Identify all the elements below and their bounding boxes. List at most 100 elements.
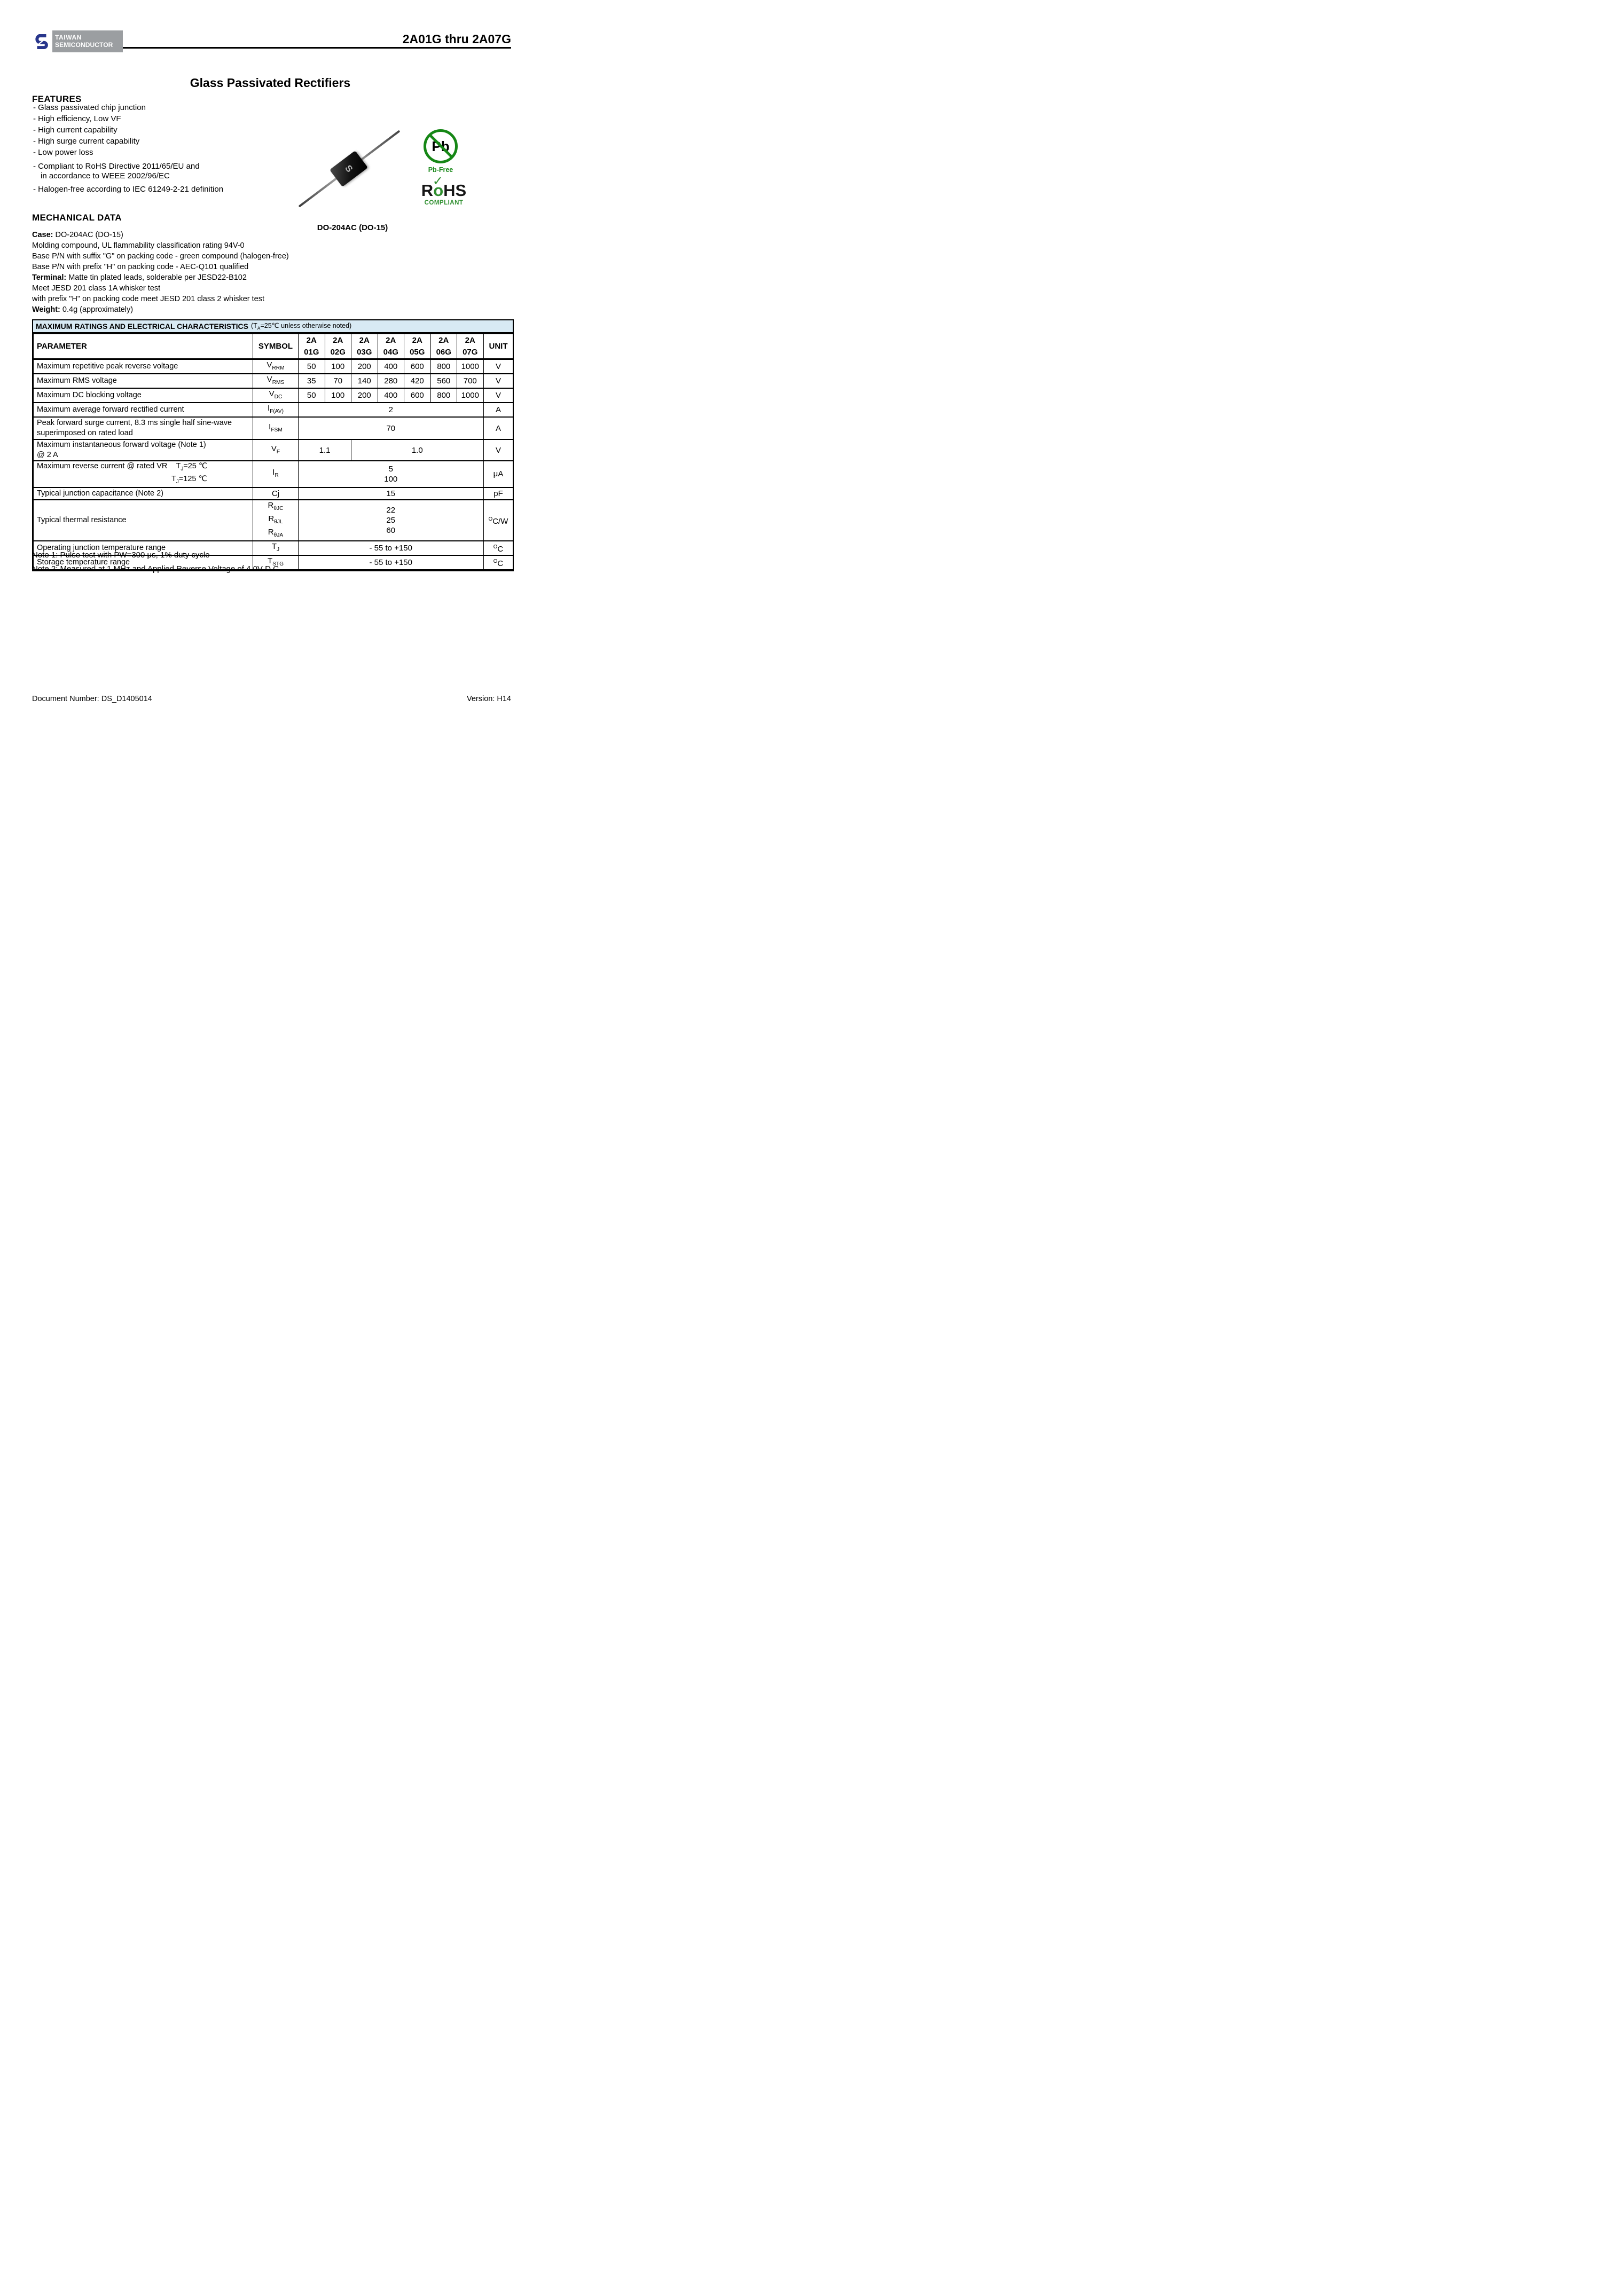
table-row: Maximum DC blocking voltage VDC 50 100 200 40… (33, 388, 514, 403)
param-cell: Operating junction temperature range (33, 540, 253, 556)
table-row: Maximum instantaneous forward voltage (N… (33, 439, 514, 461)
unit-cell: A (483, 402, 514, 418)
col-header-product: 2A 01G (298, 334, 325, 359)
value-cell: 200 (351, 359, 378, 374)
param-line: Maximum repetitive peak reverse voltage (37, 362, 178, 371)
feature-item: - Compliant to RoHS Directive 2011/65/EU… (33, 162, 200, 171)
diode-body: S (330, 150, 368, 187)
symbol-cell: IF(AV) (253, 402, 299, 418)
param-line: Peak forward surge current, 8.3 ms singl… (37, 419, 232, 427)
col-header-unit: UNIT (483, 334, 514, 359)
unit-cell: V (483, 388, 514, 403)
param-cell: Typical junction capacitance (Note 2) (33, 487, 253, 500)
unit-cell: pF (483, 487, 514, 500)
table-row: Maximum RMS voltage VRMS 35 70 140 280 420 560 7… (33, 373, 514, 389)
value-cell: 600 (404, 388, 431, 403)
param-cell: Maximum average forward rectified curren… (33, 402, 253, 418)
param-line: @ 2 A (37, 451, 58, 459)
mech-line-label: Case: (32, 231, 53, 239)
value-cell: 1.0 (351, 439, 484, 461)
col-header-product: 2A 03G (351, 334, 378, 359)
unit-cell: V (483, 373, 514, 389)
rohs-o: o (433, 181, 444, 200)
feature-item: in accordance to WEEE 2002/96/EC (41, 171, 170, 180)
note-line: Note 1: Pulse test with PW=300 μs, 1% du… (32, 551, 210, 560)
param-line: TJ=125 ℃ (171, 474, 207, 485)
symbol-cell: TJ (253, 540, 299, 556)
value-cell: 560 (430, 373, 457, 389)
rohs-wordmark: ✓ RoHS (421, 175, 467, 200)
col-header-product: 2A 07G (457, 334, 484, 359)
symbol-cell: VRMS (253, 373, 299, 389)
pb-free-label: Pb-Free (428, 166, 453, 174)
pb-free-badge: Pb Pb-Free (420, 129, 461, 174)
ratings-table-wrap: MAXIMUM RATINGS AND ELECTRICAL CHARACTER… (32, 319, 514, 571)
value-cell: 600 (404, 359, 431, 374)
rohs-hs: HS (443, 181, 467, 200)
table-body: Maximum repetitive peak reverse voltage V… (33, 359, 514, 570)
value-cell: 70 (324, 373, 351, 389)
mech-line-label: Terminal: (32, 273, 67, 282)
col-header-product: 2A 06G (430, 334, 457, 359)
value-cell: 22 25 60 (298, 499, 484, 541)
col-header-product: 2A 05G (404, 334, 431, 359)
mechanical-lines: Case: DO-204AC (DO-15) Molding compound, … (32, 230, 352, 315)
feature-item: - High current capability (33, 125, 117, 135)
param-line: Maximum RMS voltage (37, 376, 117, 385)
rohs-badge: ✓ RoHS COMPLIANT (414, 175, 474, 207)
unit-cell: A (483, 416, 514, 440)
doc-version: Version: H14 (466, 695, 511, 703)
value-cell: 800 (430, 359, 457, 374)
header-rule (123, 47, 511, 49)
symbol-cell: TSTG (253, 555, 299, 570)
symbol-cell: IFSM (253, 416, 299, 440)
mech-line: Base P/N with prefix "H" on packing code… (32, 263, 249, 271)
value-cell: 280 (377, 373, 404, 389)
rohs-compliant-label: COMPLIANT (424, 200, 464, 206)
datasheet-page: TAIWAN SEMICONDUCTOR 2A01G thru 2A07G Gl… (0, 0, 540, 765)
param-cell: Maximum DC blocking voltage (33, 388, 253, 403)
document-title: Glass Passivated Rectifiers (190, 76, 351, 90)
param-line: Storage temperature range (37, 557, 130, 567)
value-cell: 420 (404, 373, 431, 389)
feature-item: - Low power loss (33, 148, 93, 157)
rohs-check-icon: ✓ (432, 174, 443, 188)
package-label: DO-204AC (DO-15) (317, 223, 388, 232)
logo-line1: TAIWAN (55, 34, 82, 42)
symbol-cell: VRRM (253, 359, 299, 374)
table-row: Peak forward surge current, 8.3 ms singl… (33, 416, 514, 440)
value-cell: 100 (324, 359, 351, 374)
value-cell: - 55 to +150 (298, 555, 484, 570)
value-cell: 140 (351, 373, 378, 389)
param-cell: Maximum RMS voltage (33, 373, 253, 389)
value-cell: 50 (298, 359, 325, 374)
col-header-parameter: PARAMETER (33, 334, 253, 359)
value-cell: - 55 to +150 (298, 540, 484, 556)
notes: Note 1: Pulse test with PW=300 μs, 1% du… (32, 551, 281, 579)
table-banner: MAXIMUM RATINGS AND ELECTRICAL CHARACTER… (33, 320, 513, 334)
banner-title: MAXIMUM RATINGS AND ELECTRICAL CHARACTER… (36, 322, 248, 331)
mech-line: Case: DO-204AC (DO-15) (32, 231, 123, 239)
param-cell: Storage temperature range (33, 555, 253, 570)
param-cell: Maximum repetitive peak reverse voltage (33, 359, 253, 374)
diode-photo: S (285, 127, 413, 213)
value-cell: 700 (457, 373, 484, 389)
doc-number: Document Number: DS_D1405014 (32, 695, 152, 703)
symbol-cell: VDC (253, 388, 299, 403)
mech-line-label: Weight: (32, 305, 60, 314)
unit-cell: V (483, 359, 514, 374)
param-cell: Maximum instantaneous forward voltage (N… (33, 439, 253, 461)
mech-line: Terminal: Matte tin plated leads, solder… (32, 273, 247, 282)
table-row: Maximum reverse current @ rated VR TJ=25… (33, 460, 514, 488)
value-cell: 15 (298, 487, 484, 500)
features-list: - Glass passivated chip junction - High e… (33, 104, 284, 193)
ratings-table: PARAMETER SYMBOL 2A 01G 2A 02G 2A 03G 2A 04G 2A 05G… (33, 334, 514, 570)
unit-cell: V (483, 439, 514, 461)
value-cell: 35 (298, 373, 325, 389)
value-cell: 5 100 (298, 460, 484, 488)
banner-conditions: (TA=25℃ unless otherwise noted) (250, 322, 352, 331)
mech-line: Molding compound, UL flammability classi… (32, 241, 245, 250)
mech-line: Base P/N with suffix "G" on packing code… (32, 252, 289, 261)
logo-text: TAIWAN SEMICONDUCTOR (52, 30, 123, 52)
mech-line: Weight: 0.4g (approximately) (32, 305, 134, 314)
